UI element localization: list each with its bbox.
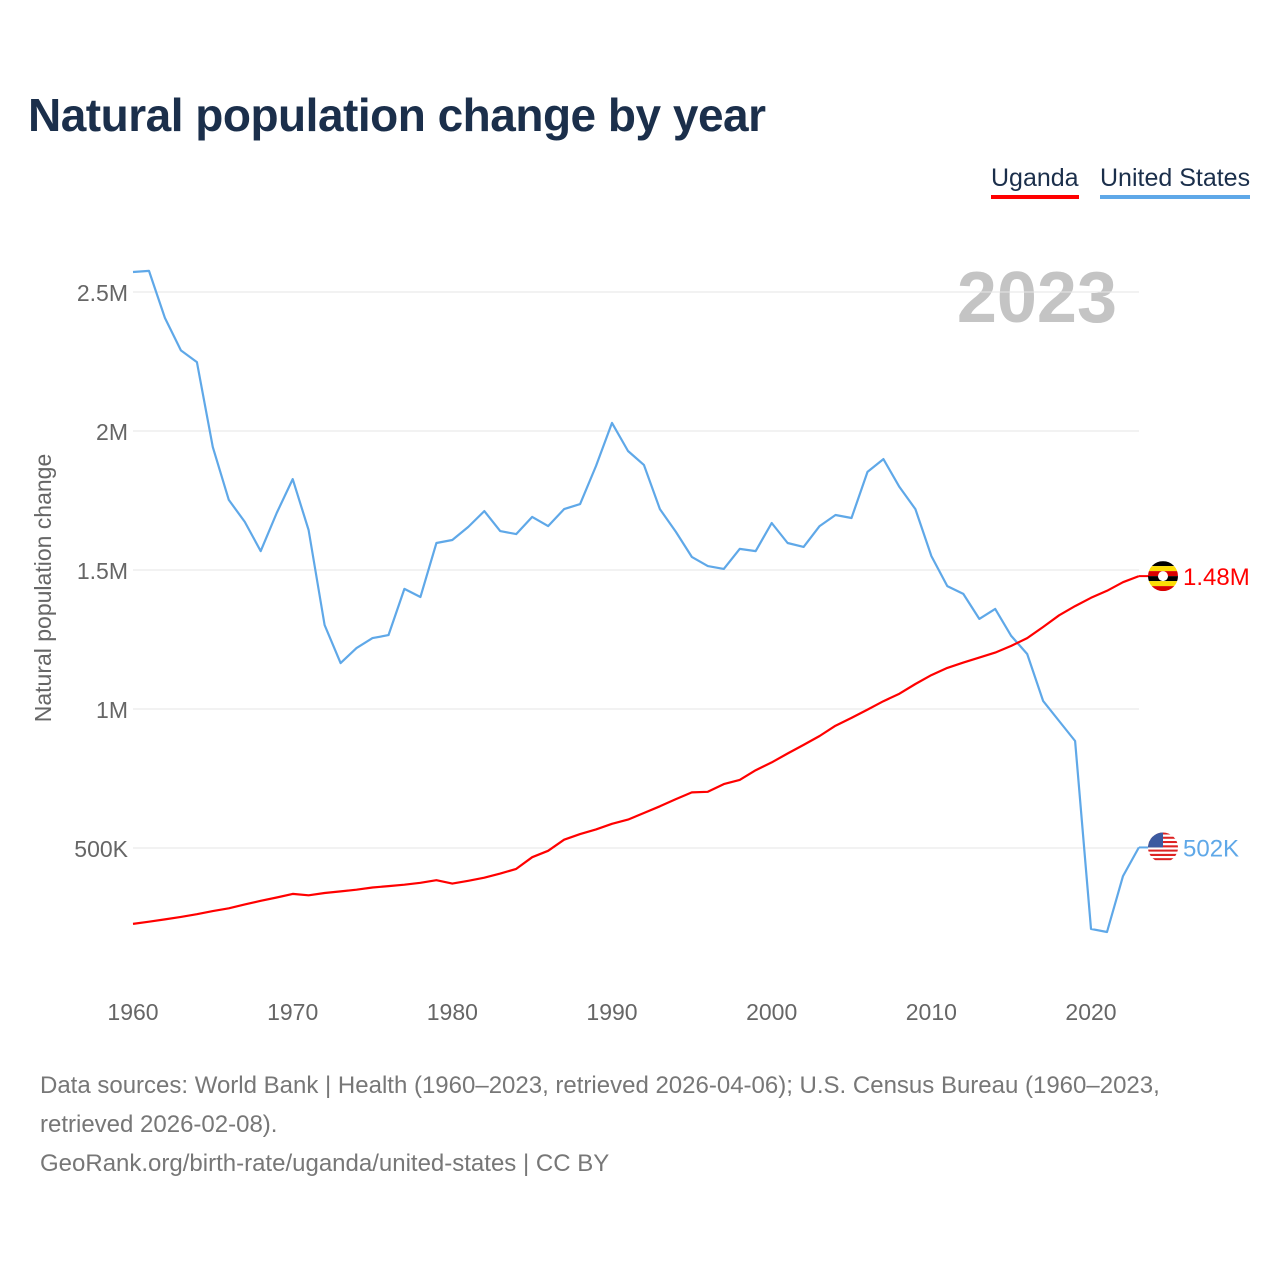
y-tick-label: 1.5M [77, 558, 128, 584]
series-line-uganda [132, 575, 1140, 925]
end-value-label: 1.48M [1183, 564, 1250, 591]
chart-title: Natural population change by year [28, 89, 766, 141]
y-axis-label: Natural population change [30, 454, 56, 723]
y-tick-label: 1M [96, 697, 128, 723]
legend-uganda[interactable]: Uganda [991, 164, 1079, 199]
y-tick-label: 2M [96, 419, 128, 445]
y-tick-label: 2.5M [77, 280, 128, 306]
y-tick-label: 500K [74, 836, 128, 862]
uganda-flag-icon [1148, 561, 1178, 592]
legend-united-states[interactable]: United States [1100, 164, 1251, 199]
end-value-label: 502K [1183, 835, 1239, 862]
x-tick-label: 2020 [1065, 999, 1116, 1025]
series-line-united-states [132, 269, 1140, 934]
us-flag-icon [1148, 832, 1178, 863]
x-tick-label: 2000 [746, 999, 797, 1025]
data-sources: Data sources: World Bank | Health (1960–… [40, 1072, 1160, 1138]
x-tick-label: 1970 [267, 999, 318, 1025]
x-tick-label: 1960 [107, 999, 158, 1025]
source-link[interactable]: GeoRank.org/birth-rate/uganda/united-sta… [40, 1150, 610, 1177]
x-tick-label: 2010 [906, 999, 957, 1025]
footer: Data sources: World Bank | Health (1960–… [40, 1066, 1250, 1183]
year-watermark: 2023 [957, 258, 1117, 338]
x-tick-label: 1980 [427, 999, 478, 1025]
x-tick-label: 1990 [586, 999, 637, 1025]
